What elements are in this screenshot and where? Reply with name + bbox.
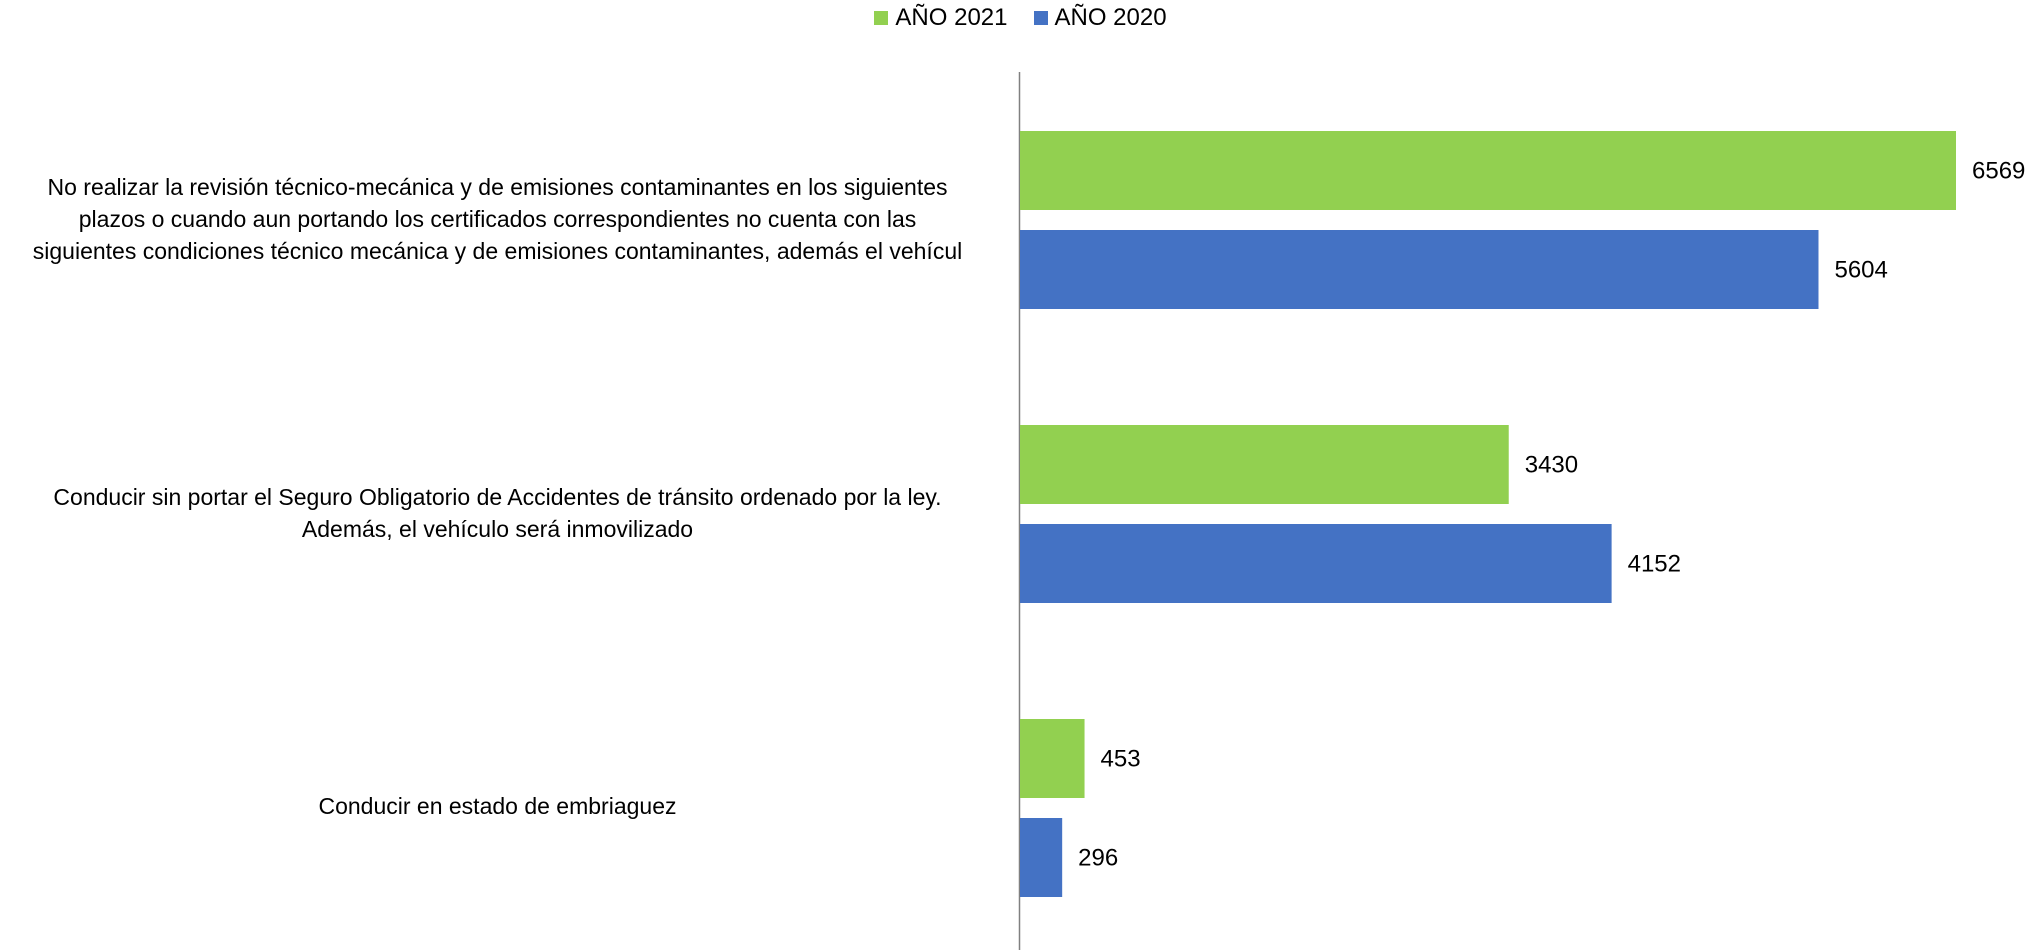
legend-swatch-2021 <box>874 11 889 25</box>
legend-label-2021: AÑO 2021 <box>895 4 1008 31</box>
bar-2021-category-2 <box>1020 425 1509 504</box>
category-label-2-line-1: Conducir sin portar el Seguro Obligatori… <box>53 484 942 510</box>
category-label-1-line-2: plazos o cuando aun portando los certifi… <box>78 206 917 232</box>
data-label-2020-category-2: 4152 <box>1628 551 1681 578</box>
bar-2021-category-1 <box>1020 131 1956 210</box>
bar-2020-category-3 <box>1020 818 1063 897</box>
data-label-2020-category-1: 5604 <box>1834 257 1887 284</box>
data-label-2021-category-3: 453 <box>1101 746 1141 773</box>
category-label-2: Conducir sin portar el Seguro Obligatori… <box>0 481 995 545</box>
category-label-3: Conducir en estado de embriaguez <box>0 790 995 822</box>
data-label-2021-category-2: 3430 <box>1525 452 1578 479</box>
category-label-1: No realizar la revisión técnico-mecánica… <box>0 171 995 267</box>
data-label-2020-category-3: 296 <box>1078 845 1118 872</box>
legend-item-2020: AÑO 2020 <box>1033 4 1167 32</box>
category-labels: No realizar la revisión técnico-mecánica… <box>0 0 995 950</box>
legend-swatch-2020 <box>1033 11 1048 25</box>
bar-2020-category-1 <box>1020 230 1819 309</box>
bar-2021-category-3 <box>1020 719 1085 798</box>
bars-group: 6569 3430 453 5604 4152 296 <box>1020 131 2025 897</box>
category-label-3-line-1: Conducir en estado de embriaguez <box>318 793 677 819</box>
category-label-1-line-3: siguientes condiciones técnico mecánica … <box>32 238 963 264</box>
legend-item-2021: AÑO 2021 <box>874 4 1008 32</box>
data-label-2021-category-1: 6569 <box>1972 158 2025 185</box>
category-label-2-line-2: Además, el vehículo será inmovilizado <box>301 516 694 542</box>
bar-2020-category-2 <box>1020 524 1612 603</box>
chart-legend: AÑO 2021 AÑO 2020 <box>0 4 2041 32</box>
legend-label-2020: AÑO 2020 <box>1054 4 1167 31</box>
category-label-1-line-1: No realizar la revisión técnico-mecánica… <box>47 174 948 200</box>
